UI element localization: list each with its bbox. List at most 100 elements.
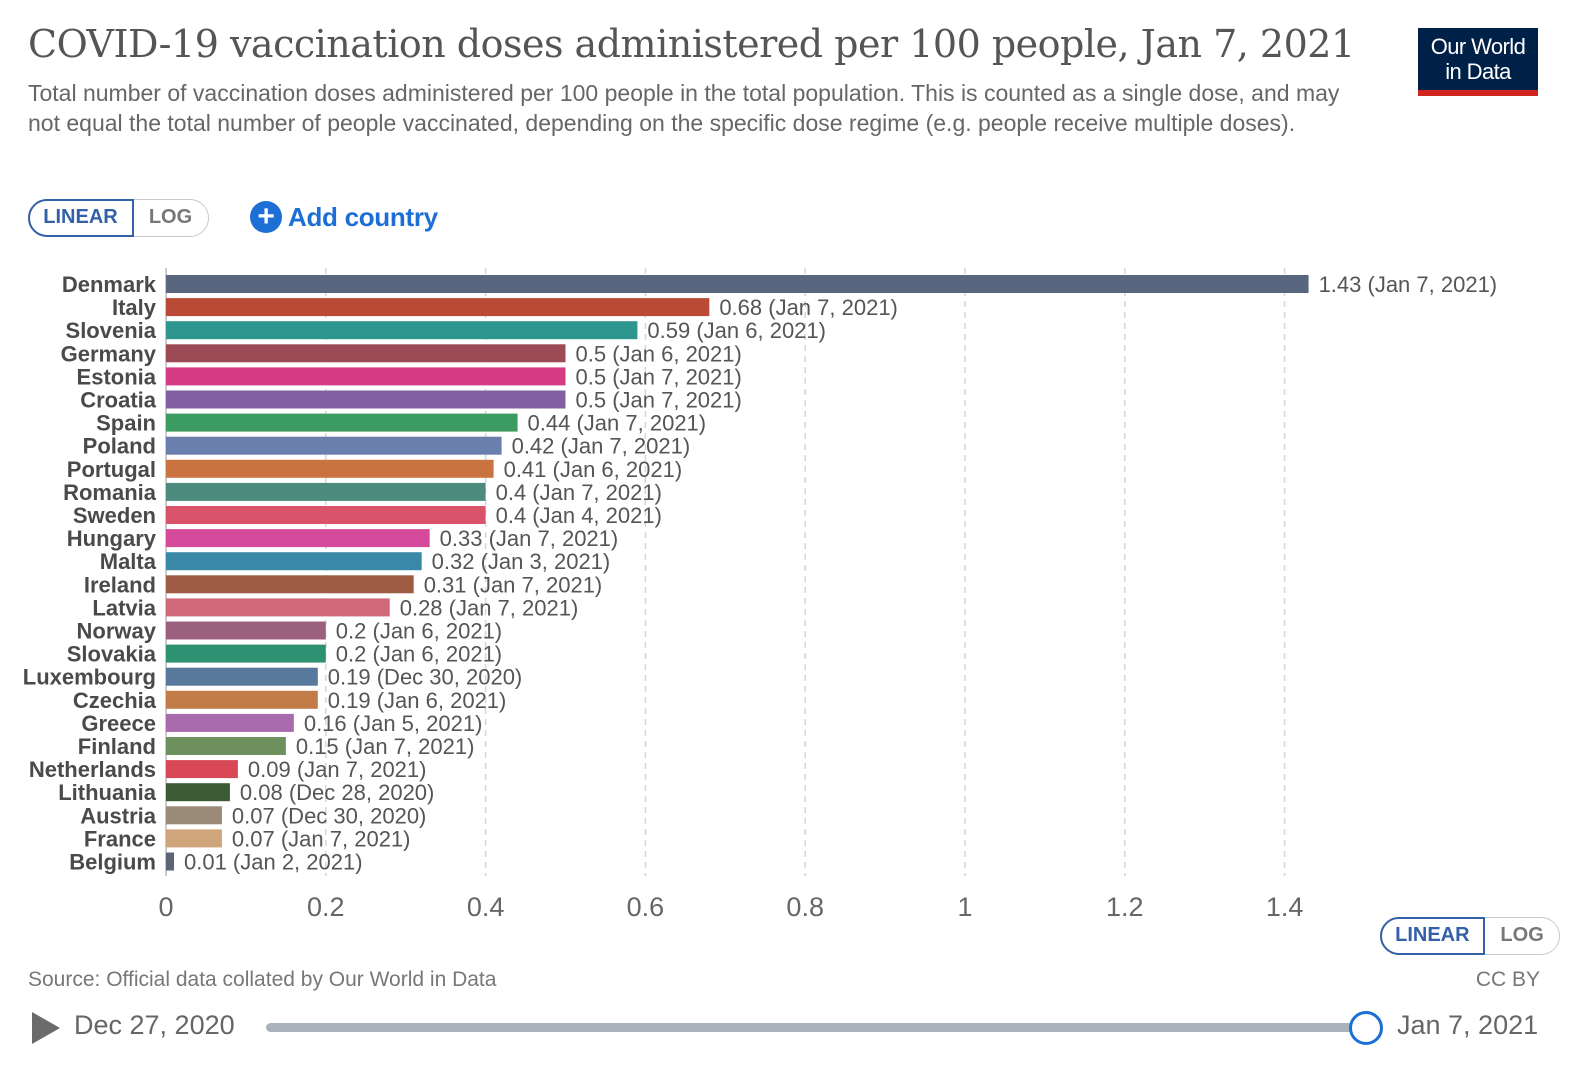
value-label: 0.19 (Jan 6, 2021)	[328, 688, 507, 713]
value-label: 0.16 (Jan 5, 2021)	[304, 711, 483, 736]
bar-slovakia	[166, 644, 326, 663]
value-label: 0.07 (Dec 30, 2020)	[232, 803, 426, 828]
value-label: 1.43 (Jan 7, 2021)	[1319, 272, 1498, 297]
country-label: Italy	[112, 295, 157, 320]
bar-latvia	[166, 598, 390, 617]
source-note: Source: Official data collated by Our Wo…	[28, 968, 497, 991]
country-label: Spain	[96, 411, 156, 436]
value-label: 0.07 (Jan 7, 2021)	[232, 826, 411, 851]
bar-malta	[166, 552, 422, 571]
bar-ireland	[166, 575, 414, 594]
bar-luxembourg	[166, 667, 318, 686]
country-label: Romania	[63, 480, 157, 505]
timeline: Dec 27, 2020 Jan 7, 2021	[0, 1000, 1590, 1060]
value-label: 0.59 (Jan 6, 2021)	[647, 318, 826, 343]
log-scale-button-bottom[interactable]: LOG	[1500, 924, 1544, 946]
logo-line-1: Our World	[1430, 34, 1526, 59]
x-tick-label: 0.8	[786, 892, 824, 922]
timeline-start-date: Dec 27, 2020	[74, 1010, 235, 1040]
bar-austria	[166, 806, 222, 825]
value-label: 0.44 (Jan 7, 2021)	[528, 411, 707, 436]
value-label: 0.32 (Jan 3, 2021)	[432, 549, 611, 574]
chart-title: COVID-19 vaccination doses administered …	[28, 22, 1355, 66]
bar-slovenia	[166, 321, 638, 340]
country-label: Belgium	[69, 850, 156, 875]
timeline-handle[interactable]	[1349, 1011, 1383, 1045]
owid-logo[interactable]: Our World in Data	[1418, 28, 1538, 96]
x-tick-label: 0	[158, 892, 173, 922]
chart-subtitle: Total number of vaccination doses admini…	[28, 80, 1340, 136]
bar-germany	[166, 344, 566, 363]
value-label: 0.4 (Jan 7, 2021)	[496, 480, 662, 505]
country-label: Luxembourg	[23, 665, 156, 690]
value-label: 0.19 (Dec 30, 2020)	[328, 665, 522, 690]
country-label: Ireland	[84, 572, 156, 597]
value-label: 0.68 (Jan 7, 2021)	[719, 295, 898, 320]
bar-czechia	[166, 690, 318, 709]
bar-greece	[166, 713, 294, 732]
value-label: 0.5 (Jan 6, 2021)	[576, 341, 742, 366]
x-tick-label: 1.4	[1266, 892, 1304, 922]
value-label: 0.09 (Jan 7, 2021)	[248, 757, 427, 782]
value-label: 0.01 (Jan 2, 2021)	[184, 850, 363, 875]
value-label: 0.28 (Jan 7, 2021)	[400, 595, 579, 620]
country-label: Finland	[78, 734, 156, 759]
timeline-track[interactable]	[266, 1023, 1366, 1032]
x-tick-label: 0.6	[627, 892, 665, 922]
scale-toggle-bottom: LINEAR LOG	[1379, 916, 1560, 955]
linear-scale-button-bottom[interactable]: LINEAR	[1379, 916, 1486, 955]
x-tick-label: 0.2	[307, 892, 345, 922]
scale-toggle-top: LINEAR LOG	[27, 198, 209, 237]
country-label: Sweden	[73, 503, 156, 528]
country-label: Slovakia	[67, 642, 157, 667]
country-label: France	[84, 826, 156, 851]
bar-portugal	[166, 459, 494, 478]
country-label: Croatia	[80, 388, 157, 413]
value-label: 0.31 (Jan 7, 2021)	[424, 572, 603, 597]
bar-finland	[166, 737, 286, 755]
add-country-button[interactable]: + Add country	[250, 200, 438, 234]
country-label: Austria	[80, 803, 157, 828]
log-scale-button[interactable]: LOG	[148, 206, 193, 228]
linear-scale-button[interactable]: LINEAR	[27, 198, 134, 237]
country-label: Denmark	[62, 272, 157, 297]
bar-estonia	[166, 367, 566, 386]
bar-hungary	[166, 529, 430, 548]
country-label: Greece	[81, 711, 156, 736]
value-label: 0.41 (Jan 6, 2021)	[504, 457, 683, 482]
country-label: Hungary	[67, 526, 157, 551]
timeline-end-date: Jan 7, 2021	[1397, 1010, 1539, 1040]
bar-norway	[166, 621, 326, 640]
country-label: Latvia	[92, 595, 156, 620]
country-label: Slovenia	[66, 318, 157, 343]
logo-line-2: in Data	[1445, 59, 1511, 84]
country-label: Netherlands	[29, 757, 156, 782]
value-label: 0.2 (Jan 6, 2021)	[336, 642, 502, 667]
bar-chart: 0 0.2 0.4 0.6 0.8 1 1.2 1.4 Denmark 1.43 (Jan 7, …	[23, 268, 1498, 922]
bar-denmark	[166, 275, 1309, 293]
bar-france	[166, 829, 222, 848]
value-label: 0.2 (Jan 6, 2021)	[336, 619, 502, 644]
x-tick-label: 1	[957, 892, 972, 922]
license-link[interactable]: CC BY	[1475, 968, 1540, 991]
value-label: 0.5 (Jan 7, 2021)	[576, 364, 742, 389]
x-tick-label: 0.4	[467, 892, 505, 922]
value-label: 0.5 (Jan 7, 2021)	[576, 388, 742, 413]
play-icon[interactable]	[32, 1012, 60, 1044]
x-tick-label: 1.2	[1106, 892, 1144, 922]
bar-lithuania	[166, 783, 230, 802]
country-label: Malta	[100, 549, 157, 574]
value-label: 0.33 (Jan 7, 2021)	[440, 526, 619, 551]
value-label: 0.4 (Jan 4, 2021)	[496, 503, 662, 528]
bar-poland	[166, 436, 502, 455]
bar-spain	[166, 413, 518, 432]
bar-belgium	[166, 852, 174, 871]
country-label: Portugal	[67, 457, 156, 482]
bar-italy	[166, 298, 710, 317]
bar-netherlands	[166, 760, 238, 779]
value-label: 0.42 (Jan 7, 2021)	[512, 434, 691, 459]
bar-sweden	[166, 506, 486, 524]
bar-croatia	[166, 390, 566, 409]
country-label: Norway	[77, 619, 157, 644]
country-label: Poland	[83, 434, 156, 459]
